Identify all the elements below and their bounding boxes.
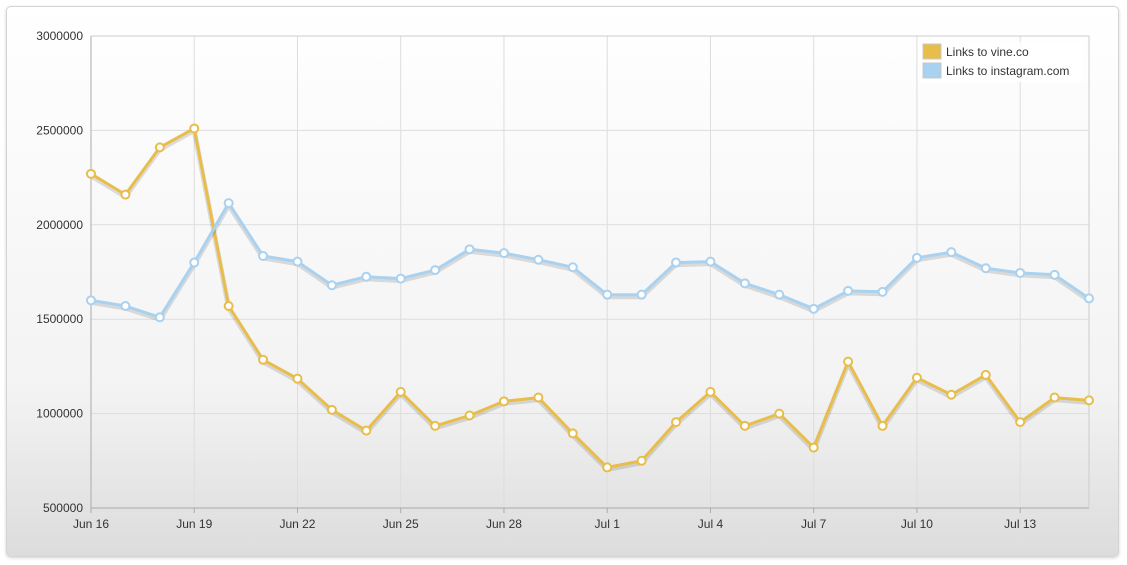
data-point[interactable] <box>1049 392 1060 403</box>
y-axis-ticks: 500000 1000000 1500000 2000000 2500000 300000… <box>36 29 83 515</box>
legend-box <box>921 42 1083 82</box>
data-point[interactable] <box>911 372 922 383</box>
x-tick-label: Jun 28 <box>486 517 522 531</box>
data-point[interactable] <box>567 262 578 273</box>
series-instagram <box>86 198 1094 323</box>
x-tick-label: Jun 19 <box>176 517 212 531</box>
data-point[interactable] <box>1084 293 1094 304</box>
data-point[interactable] <box>464 244 475 255</box>
data-point[interactable] <box>636 289 647 300</box>
data-point[interactable] <box>86 168 96 179</box>
y-tick-label: 3000000 <box>36 29 83 43</box>
data-point[interactable] <box>877 420 888 431</box>
data-point[interactable] <box>361 271 372 282</box>
legend: Links to vine.co Links to instagram.com <box>921 42 1083 82</box>
data-point[interactable] <box>567 428 578 439</box>
data-point[interactable] <box>533 254 544 265</box>
legend-label-vine: Links to vine.co <box>946 45 1029 59</box>
data-point[interactable] <box>946 247 957 258</box>
data-point[interactable] <box>292 256 303 267</box>
data-point[interactable] <box>1015 417 1026 428</box>
y-tick-label: 500000 <box>43 501 83 515</box>
data-point[interactable] <box>671 257 682 268</box>
legend-swatch-vine <box>922 43 942 60</box>
x-tick-label: Jul 10 <box>901 517 933 531</box>
data-point[interactable] <box>705 256 716 267</box>
legend-label-instagram: Links to instagram.com <box>946 64 1069 78</box>
data-point[interactable] <box>739 278 750 289</box>
data-point[interactable] <box>843 285 854 296</box>
data-point[interactable] <box>395 273 406 284</box>
chart-card <box>6 6 1119 557</box>
data-point[interactable] <box>223 198 234 209</box>
data-point[interactable] <box>326 404 337 415</box>
series-layer <box>86 123 1094 473</box>
data-point[interactable] <box>602 289 613 300</box>
data-point[interactable] <box>120 189 131 200</box>
data-point[interactable] <box>808 303 819 314</box>
plot-area <box>91 36 1089 508</box>
data-point[interactable] <box>843 356 854 367</box>
data-point[interactable] <box>223 300 234 311</box>
series-line-shadow <box>89 128 1090 472</box>
data-point[interactable] <box>533 392 544 403</box>
data-point[interactable] <box>1084 395 1094 406</box>
data-point[interactable] <box>498 248 509 259</box>
data-point[interactable] <box>154 312 165 323</box>
data-point[interactable] <box>86 295 96 306</box>
data-point[interactable] <box>774 408 785 419</box>
data-point[interactable] <box>430 265 441 276</box>
data-point[interactable] <box>154 142 165 153</box>
data-point[interactable] <box>258 250 269 261</box>
data-point[interactable] <box>1049 269 1060 280</box>
data-point[interactable] <box>946 389 957 400</box>
y-tick-label: 1000000 <box>36 407 83 421</box>
x-tick-label: Jul 1 <box>595 517 621 531</box>
data-point[interactable] <box>739 420 750 431</box>
data-point[interactable] <box>1015 267 1026 278</box>
data-point[interactable] <box>602 462 613 473</box>
data-point[interactable] <box>189 257 200 268</box>
data-point[interactable] <box>430 420 441 431</box>
data-point[interactable] <box>808 442 819 453</box>
data-point[interactable] <box>911 252 922 263</box>
data-point[interactable] <box>705 386 716 397</box>
data-point[interactable] <box>498 396 509 407</box>
data-point[interactable] <box>636 455 647 466</box>
data-point[interactable] <box>361 425 372 436</box>
x-tick-label: Jul 13 <box>1004 517 1036 531</box>
data-point[interactable] <box>877 286 888 297</box>
data-point[interactable] <box>189 123 200 134</box>
x-tick-label: Jun 22 <box>279 517 315 531</box>
x-tick-label: Jun 16 <box>73 517 109 531</box>
data-point[interactable] <box>292 373 303 384</box>
data-point[interactable] <box>464 410 475 421</box>
series-vine <box>86 123 1094 473</box>
data-point[interactable] <box>671 417 682 428</box>
data-point[interactable] <box>326 280 337 291</box>
data-point[interactable] <box>395 386 406 397</box>
y-tick-label: 2500000 <box>36 123 83 137</box>
x-tick-label: Jul 4 <box>698 517 724 531</box>
y-tick-label: 1500000 <box>36 312 83 326</box>
data-point[interactable] <box>774 289 785 300</box>
series-line <box>90 127 1090 469</box>
x-axis-ticks: Jun 16 Jun 19 Jun 22 Jun 25 Jun 28 Jul 1 Jul 4… <box>73 508 1037 531</box>
data-point[interactable] <box>120 300 131 311</box>
series-line <box>90 201 1090 319</box>
y-tick-label: 2000000 <box>36 218 83 232</box>
data-point[interactable] <box>980 369 991 380</box>
x-tick-label: Jul 7 <box>801 517 827 531</box>
legend-swatch-instagram <box>922 62 942 79</box>
x-tick-label: Jun 25 <box>383 517 419 531</box>
grid-lines <box>90 35 1089 509</box>
data-point[interactable] <box>980 263 991 274</box>
axes <box>90 35 1090 509</box>
data-point[interactable] <box>258 354 269 365</box>
